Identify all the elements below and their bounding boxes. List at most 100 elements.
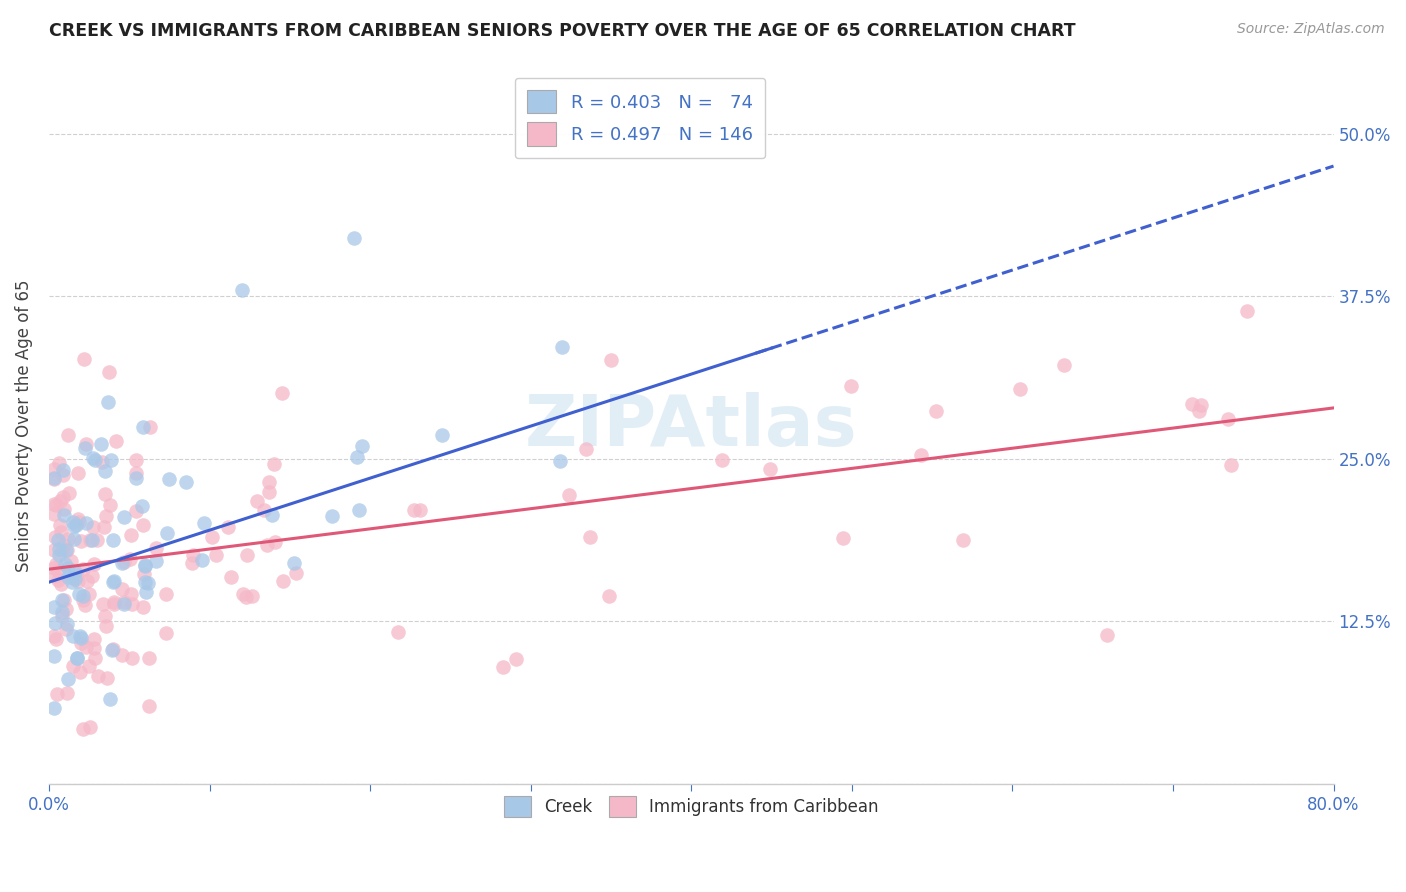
- Point: [42, 630, 65, 644]
- Point: [134, 558, 156, 572]
- Point: [264, 535, 287, 549]
- Point: [1218, 412, 1240, 426]
- Point: [83, 453, 105, 467]
- Point: [51, 544, 73, 558]
- Point: [46, 533, 69, 547]
- Point: [270, 386, 292, 401]
- Point: [86, 533, 108, 548]
- Point: [259, 485, 281, 500]
- Point: [191, 553, 214, 567]
- Point: [96, 671, 118, 685]
- Point: [284, 566, 307, 581]
- Point: [240, 589, 263, 603]
- Point: [66, 651, 89, 665]
- Text: CREEK VS IMMIGRANTS FROM CARIBBEAN SENIORS POVERTY OVER THE AGE OF 65 CORRELATIO: CREEK VS IMMIGRANTS FROM CARIBBEAN SENIO…: [49, 22, 1076, 40]
- Point: [430, 427, 453, 442]
- Point: [72, 589, 94, 603]
- Point: [67, 515, 90, 529]
- Point: [83, 557, 105, 571]
- Point: [118, 551, 141, 566]
- Point: [204, 548, 226, 562]
- Point: [235, 590, 257, 604]
- Point: [100, 643, 122, 657]
- Point: [51, 592, 73, 607]
- Point: [710, 452, 733, 467]
- Point: [121, 597, 143, 611]
- Point: [132, 566, 155, 581]
- Point: [65, 565, 87, 579]
- Point: [58, 533, 80, 547]
- Point: [77, 659, 100, 673]
- Point: [110, 582, 132, 596]
- Point: [94, 508, 117, 523]
- Point: [55, 601, 77, 615]
- Point: [111, 648, 134, 662]
- Point: [79, 533, 101, 548]
- Text: ZIPAtlas: ZIPAtlas: [524, 392, 858, 460]
- Point: [42, 648, 65, 663]
- Point: [832, 532, 855, 546]
- Point: [193, 516, 215, 530]
- Point: [49, 517, 72, 532]
- Point: [51, 605, 73, 619]
- Point: [93, 464, 115, 478]
- Point: [72, 722, 94, 736]
- Point: [48, 549, 70, 563]
- Point: [1053, 358, 1076, 372]
- Point: [271, 574, 294, 589]
- Point: [98, 498, 121, 512]
- Point: [135, 584, 157, 599]
- Point: [56, 617, 79, 632]
- Point: [44, 569, 66, 583]
- Point: [155, 625, 177, 640]
- Point: [44, 615, 66, 630]
- Point: [1219, 458, 1241, 472]
- Point: [84, 651, 107, 665]
- Point: [387, 625, 409, 640]
- Point: [45, 498, 67, 512]
- Point: [575, 442, 598, 456]
- Point: [76, 574, 98, 588]
- Point: [579, 530, 602, 544]
- Point: [139, 420, 162, 434]
- Point: [42, 700, 65, 714]
- Point: [75, 640, 97, 654]
- Point: [70, 636, 93, 650]
- Text: Source: ZipAtlas.com: Source: ZipAtlas.com: [1237, 22, 1385, 37]
- Point: [75, 436, 97, 450]
- Point: [58, 561, 80, 575]
- Point: [492, 660, 515, 674]
- Point: [79, 720, 101, 734]
- Point: [100, 453, 122, 467]
- Point: [104, 434, 127, 448]
- Point: [72, 562, 94, 576]
- Point: [45, 557, 67, 571]
- Point: [125, 504, 148, 518]
- Point: [45, 632, 67, 647]
- Point: [598, 589, 620, 603]
- Point: [125, 471, 148, 485]
- Point: [350, 439, 373, 453]
- Point: [103, 597, 125, 611]
- Point: [112, 595, 135, 609]
- Point: [82, 520, 104, 534]
- Point: [55, 622, 77, 636]
- Point: [548, 454, 571, 468]
- Point: [112, 555, 135, 569]
- Point: [94, 487, 117, 501]
- Point: [103, 574, 125, 589]
- Point: [52, 463, 75, 477]
- Point: [231, 283, 253, 297]
- Point: [257, 475, 280, 489]
- Point: [58, 486, 80, 500]
- Point: [53, 538, 76, 552]
- Point: [62, 570, 84, 584]
- Point: [80, 569, 103, 583]
- Point: [52, 467, 75, 482]
- Point: [69, 629, 91, 643]
- Point: [46, 574, 69, 588]
- Point: [60, 554, 83, 568]
- Point: [101, 642, 124, 657]
- Point: [181, 548, 204, 562]
- Point: [409, 503, 432, 517]
